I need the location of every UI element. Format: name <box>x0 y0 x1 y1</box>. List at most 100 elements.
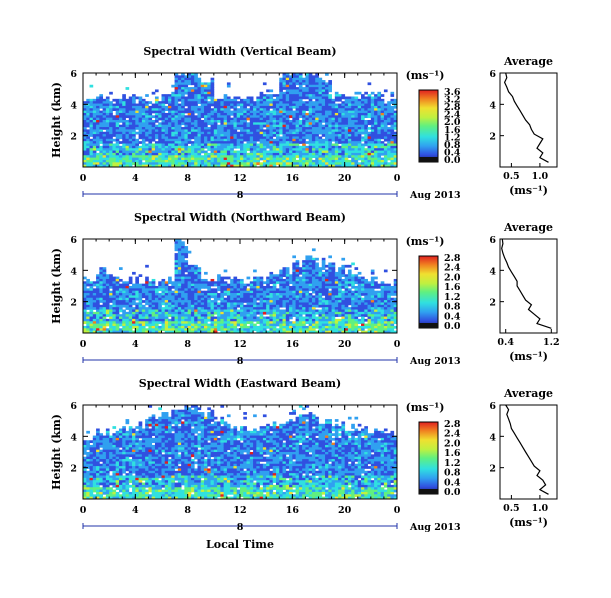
heatmap-cell <box>357 138 362 142</box>
heatmap-cell <box>344 124 349 128</box>
heatmap-cell <box>197 150 202 154</box>
heatmap-cell <box>86 328 90 332</box>
heatmap-cell <box>128 328 133 332</box>
heatmap-cell <box>210 318 215 322</box>
heatmap-cell <box>377 157 382 161</box>
heatmap-cell <box>262 281 267 285</box>
heatmap-cell <box>374 145 378 149</box>
heatmap-cell <box>282 101 287 104</box>
heatmap-cell <box>302 145 306 149</box>
heatmap-cell <box>168 134 172 137</box>
heatmap-cell <box>269 89 274 93</box>
heatmap-cell <box>315 138 319 142</box>
heatmap-cell <box>141 323 146 327</box>
heatmap-cell <box>217 145 221 149</box>
heatmap-cell <box>236 134 241 137</box>
heatmap-cell <box>233 152 238 156</box>
heatmap-cell <box>145 110 149 114</box>
heatmap-cell <box>161 136 166 140</box>
heatmap-cell <box>266 162 270 166</box>
heatmap-cell <box>197 302 202 306</box>
heatmap-cell <box>279 152 283 156</box>
heatmap-cell <box>311 281 316 285</box>
heatmap-cell <box>390 136 395 140</box>
heatmap-cell <box>233 129 238 133</box>
heatmap-cell <box>279 98 283 102</box>
heatmap-cell <box>285 288 290 292</box>
heatmap-cell <box>374 110 378 114</box>
heatmap-cell <box>128 304 133 308</box>
heatmap-cell <box>200 87 205 90</box>
heatmap-cell <box>102 267 107 270</box>
heatmap-cell <box>256 115 261 119</box>
heatmap-cell <box>236 159 241 163</box>
average-title: Average <box>503 55 553 68</box>
heatmap-cell <box>259 302 264 306</box>
heatmap-cell <box>164 307 169 310</box>
heatmap-cell <box>272 141 277 144</box>
heatmap-cell <box>275 314 280 317</box>
heatmap-cell <box>246 311 251 315</box>
heatmap-cell <box>109 148 113 151</box>
heatmap-cell <box>174 164 179 168</box>
heatmap-cell <box>115 159 120 163</box>
heatmap-cell <box>305 159 310 163</box>
heatmap-cell <box>128 131 133 135</box>
heatmap-cell <box>387 152 391 156</box>
heatmap-cell <box>145 300 149 303</box>
heatmap-cell <box>351 152 355 156</box>
heatmap-cell <box>295 260 300 263</box>
heatmap-cell <box>295 164 300 168</box>
heatmap-cell <box>125 323 130 327</box>
heatmap-cell <box>325 115 329 119</box>
heatmap-cell <box>269 297 274 301</box>
heatmap-cell <box>295 281 300 285</box>
heatmap-cell <box>370 145 375 149</box>
heatmap-cell <box>357 148 362 151</box>
heatmap-cell <box>328 155 332 158</box>
heatmap-cell <box>292 328 296 332</box>
heatmap-cell <box>269 136 274 140</box>
heatmap-cell <box>102 136 107 140</box>
heatmap-cell <box>210 302 215 306</box>
heatmap-cell <box>321 89 326 93</box>
heatmap-cell <box>311 80 316 83</box>
heatmap-cell <box>164 323 169 327</box>
heatmap-cell <box>285 300 290 303</box>
heatmap-cell <box>311 286 316 289</box>
heatmap-cell <box>109 314 113 317</box>
heatmap-cell <box>292 131 296 135</box>
heatmap-cell <box>311 323 316 327</box>
heatmap-cell <box>96 134 100 137</box>
heatmap-cell <box>325 127 329 130</box>
heatmap-cell <box>266 141 270 144</box>
heatmap-cell <box>105 302 110 306</box>
heatmap-cell <box>171 293 175 296</box>
heatmap-cell <box>115 105 120 109</box>
heatmap-cell <box>285 82 290 86</box>
heatmap-cell <box>213 143 218 147</box>
heatmap-cell <box>380 105 385 109</box>
heatmap-cell <box>210 117 215 121</box>
heatmap-cell <box>115 323 120 327</box>
heatmap-cell <box>305 124 310 128</box>
heatmap-cell <box>96 295 100 299</box>
heatmap-cell <box>240 120 244 123</box>
heatmap-cell <box>302 304 306 308</box>
heatmap-cell <box>315 321 319 324</box>
heatmap-cell <box>132 138 136 142</box>
heatmap-cell <box>315 267 319 270</box>
heatmap-cell <box>347 150 352 154</box>
heatmap-cell <box>194 80 198 83</box>
heatmap-cell <box>223 129 228 133</box>
heatmap-cell <box>236 162 241 166</box>
heatmap-cell <box>328 136 332 140</box>
heatmap-cell <box>118 318 123 322</box>
heatmap-cell <box>213 101 218 104</box>
heatmap-cell <box>315 122 319 126</box>
heatmap-cell <box>259 304 264 308</box>
heatmap-cell <box>141 330 146 334</box>
heatmap-cell <box>285 87 290 90</box>
heatmap-cell <box>223 117 228 121</box>
heatmap-cell <box>262 318 267 322</box>
